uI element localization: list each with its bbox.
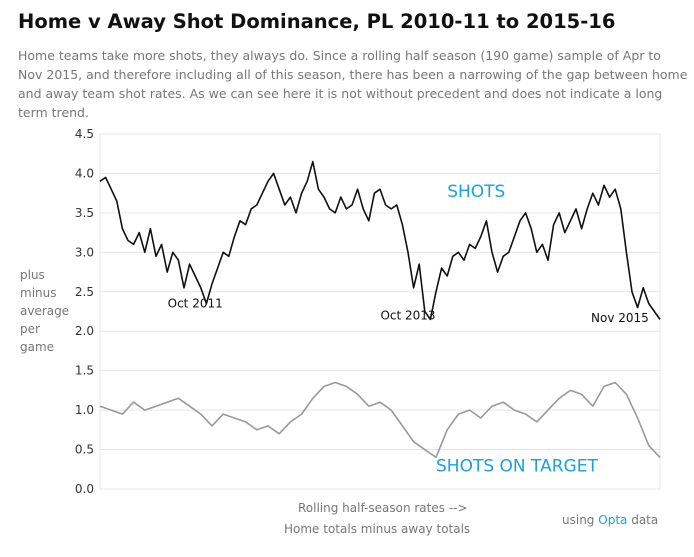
- annotation-0: Oct 2011: [168, 297, 223, 311]
- series-labels: SHOTS SHOTS ON TARGET: [436, 182, 598, 477]
- credit-prefix: using: [562, 513, 595, 527]
- annotation-2: Nov 2015: [591, 311, 649, 325]
- y-tick-label-1: 0.5: [75, 443, 94, 457]
- y-tick-label-7: 3.5: [75, 206, 94, 220]
- y-tick-label-9: 4.5: [75, 127, 94, 141]
- y-axis-label-line-3: average: [20, 304, 69, 318]
- gridlines: [99, 133, 661, 490]
- series-lines: [99, 160, 661, 459]
- chart-subtitle: Home teams take more shots, they always …: [18, 48, 688, 120]
- y-tick-label-6: 3.0: [75, 245, 94, 259]
- y-tick-label-4: 2.0: [75, 324, 94, 338]
- annotation-1: Oct 2013: [380, 308, 435, 322]
- y-tick-label-3: 1.5: [75, 364, 94, 378]
- x-axis-caption-line-1: Rolling half-season rates -->: [298, 501, 468, 515]
- y-axis-label-line-2: minus: [20, 286, 57, 300]
- series-label-shots: SHOTS: [447, 182, 505, 202]
- series-line-shots: [99, 160, 661, 321]
- y-axis-label-line-1: plus: [20, 268, 45, 282]
- series-label-shots-on-target: SHOTS ON TARGET: [436, 457, 598, 477]
- y-axis-ticks: 0.0 0.5 1.0 1.5 2.0 2.5 3.0 3.5 4.0 4.5: [75, 127, 94, 496]
- y-tick-label-8: 4.0: [75, 166, 94, 180]
- credit-suffix: data: [631, 513, 659, 527]
- y-axis-label-line-4: per: [20, 322, 40, 336]
- x-axis-caption-line-2: Home totals minus away totals: [284, 522, 471, 536]
- data-credit: using Opta data: [562, 513, 658, 527]
- y-tick-label-0: 0.0: [75, 482, 94, 496]
- y-tick-label-2: 1.0: [75, 403, 94, 417]
- y-axis-label-line-5: game: [20, 340, 54, 354]
- series-line-shots-on-target: [99, 381, 661, 459]
- chart-title: Home v Away Shot Dominance, PL 2010-11 t…: [18, 10, 616, 33]
- credit-source-link[interactable]: Opta: [598, 513, 628, 527]
- y-tick-label-5: 2.5: [75, 285, 94, 299]
- annotations: Oct 2011 Oct 2013 Nov 2015: [168, 297, 649, 325]
